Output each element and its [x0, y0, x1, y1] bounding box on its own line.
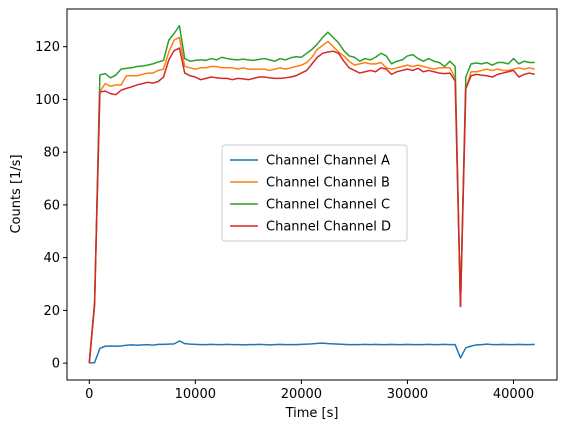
y-tick-label: 20 [43, 304, 60, 319]
x-tick-label: 0 [85, 387, 93, 402]
legend-label-channel-channel-a: Channel Channel A [266, 154, 390, 169]
series-line-channel-channel-d [88, 47, 535, 364]
series-line-channel-channel-a [89, 340, 535, 364]
x-tick-label: 20000 [281, 387, 322, 402]
y-tick-label: 60 [43, 198, 60, 213]
x-tick-label: 10000 [175, 387, 216, 402]
x-tick-label: 40000 [493, 387, 534, 402]
y-axis-label: Counts [1/s] [9, 154, 24, 233]
plot-frame [66, 8, 558, 381]
y-axis: 0 20 40 60 80 100 120 [35, 40, 67, 372]
y-tick-label: 80 [43, 146, 60, 161]
legend-box [221, 144, 408, 242]
x-tick-label: 30000 [387, 387, 428, 402]
legend-label-channel-channel-d: Channel Channel D [266, 220, 391, 235]
legend-label-channel-channel-b: Channel Channel B [266, 176, 390, 191]
x-axis: 0 10000 20000 30000 40000 [85, 380, 534, 402]
x-axis-label: Time [s] [285, 406, 339, 421]
legend-label-channel-channel-c: Channel Channel C [266, 198, 390, 213]
y-tick-label: 120 [35, 40, 60, 55]
y-tick-label: 0 [52, 357, 60, 372]
series-layer [88, 24, 535, 364]
y-tick-label: 40 [43, 251, 60, 266]
y-tick-label: 100 [35, 93, 60, 108]
legend: Channel Channel A Channel Channel B Channe… [221, 144, 408, 242]
